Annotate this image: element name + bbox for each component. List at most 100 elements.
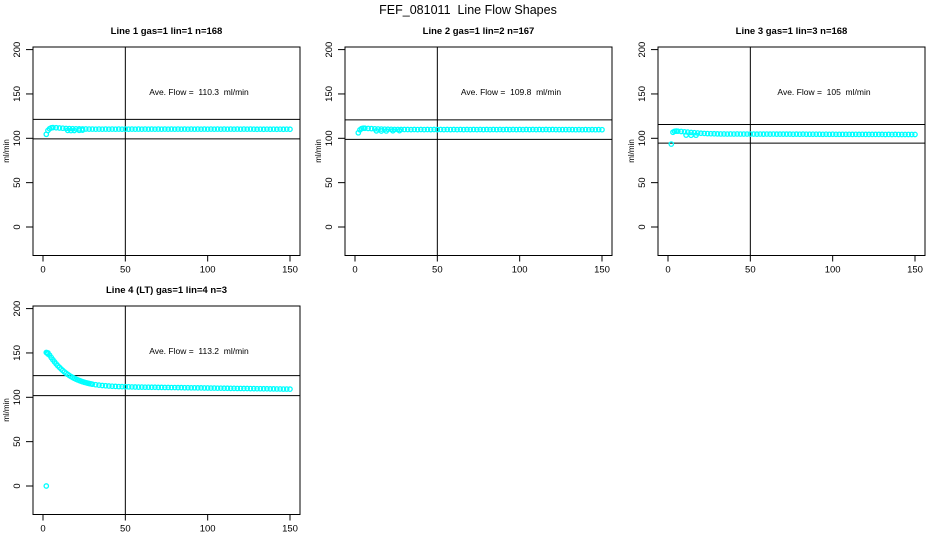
panel-title: Line 3 gas=1 lin=3 n=168	[735, 26, 848, 37]
y-tick-label: 0	[324, 224, 335, 229]
data-point	[221, 126, 227, 132]
data-point	[181, 126, 188, 132]
data-point	[260, 385, 267, 392]
data-point	[378, 126, 385, 132]
data-point	[460, 126, 467, 133]
data-point	[793, 131, 800, 137]
data-point	[129, 126, 135, 132]
data-point	[408, 126, 414, 133]
data-point	[99, 126, 106, 133]
data-point	[241, 126, 247, 132]
data-point	[283, 126, 290, 133]
plot-box	[32, 46, 301, 256]
data-point	[221, 385, 227, 392]
data-point	[234, 126, 241, 132]
data-point	[506, 126, 513, 133]
data-point	[470, 126, 477, 133]
y-tick-label: 50	[12, 177, 23, 188]
data-point	[810, 131, 816, 138]
data-point	[165, 126, 171, 133]
data-point	[106, 383, 112, 389]
data-point	[129, 384, 135, 390]
panel-line2-plot: 0 50 100 150 0 50 100 150 200	[324, 42, 613, 276]
x-tick-label: 150	[282, 524, 298, 535]
data-point	[737, 131, 744, 137]
data-point	[885, 131, 892, 138]
data-point	[254, 385, 260, 392]
x-tick-label: 0	[352, 265, 357, 276]
data-point	[250, 126, 257, 133]
y-tick-label: 50	[324, 177, 335, 188]
data-point	[224, 385, 231, 392]
y-tick-label: 100	[12, 389, 23, 405]
data-point	[493, 126, 500, 133]
data-point	[777, 131, 783, 137]
data-point	[257, 126, 264, 133]
data-point	[125, 383, 132, 390]
data-point	[287, 386, 293, 392]
data-point	[112, 126, 119, 133]
data-point	[231, 385, 237, 392]
panel-line2: Line 2 gas=1 lin=2 n=167 0 50 100 150 0 50 100…	[312, 20, 624, 285]
data-point	[237, 385, 244, 392]
y-tick-label: 200	[324, 42, 335, 58]
data-point	[859, 131, 866, 138]
data-point	[82, 126, 89, 132]
data-point	[872, 131, 879, 138]
data-point	[171, 126, 178, 133]
data-point	[457, 126, 464, 133]
data-point	[750, 131, 757, 137]
data-point	[264, 126, 270, 133]
data-point	[523, 126, 530, 133]
data-point	[694, 130, 701, 136]
data-point	[668, 141, 675, 147]
data-point	[109, 126, 116, 132]
y-tick-label: 0	[637, 224, 648, 229]
data-point	[204, 126, 211, 133]
data-point	[224, 126, 231, 133]
data-point	[427, 126, 434, 133]
data-point	[533, 126, 539, 133]
y-tick-label: 0	[12, 224, 23, 229]
x-tick-label: 150	[282, 265, 298, 276]
data-point	[145, 126, 152, 133]
data-point	[898, 131, 905, 138]
data-point	[250, 385, 257, 392]
data-point	[549, 126, 556, 133]
data-point	[711, 130, 717, 137]
data-point	[106, 126, 112, 133]
data-point	[447, 126, 454, 133]
data-point	[201, 126, 208, 132]
data-point	[816, 131, 823, 138]
data-point	[283, 386, 290, 392]
data-point	[50, 124, 56, 131]
data-point	[678, 128, 685, 135]
data-point	[112, 383, 119, 390]
data-point	[178, 126, 185, 133]
data-point	[257, 385, 264, 392]
data-point	[740, 131, 747, 137]
data-point	[142, 126, 148, 132]
data-point	[905, 131, 912, 138]
data-point	[122, 383, 129, 390]
x-tick-label: 50	[120, 524, 131, 535]
data-point	[56, 125, 63, 131]
data-point	[849, 131, 856, 138]
data-point	[595, 126, 602, 133]
data-point	[813, 131, 820, 138]
data-point	[152, 384, 158, 391]
data-point	[175, 126, 181, 132]
data-point	[803, 131, 810, 138]
data-point	[365, 125, 372, 132]
data-point	[59, 125, 66, 132]
data-point	[770, 131, 777, 137]
data-point	[790, 131, 796, 138]
data-point	[385, 126, 391, 133]
data-point	[158, 384, 165, 391]
panel-line1: Line 1 gas=1 lin=1 n=168 0 50 100 150 0 50 100…	[0, 20, 312, 285]
data-point	[168, 126, 175, 132]
ave-flow-annotation: Ave. Flow = 105 ml/min	[777, 87, 871, 97]
data-point	[431, 126, 437, 133]
y-tick-label: 100	[637, 130, 648, 146]
data-point	[684, 129, 691, 135]
